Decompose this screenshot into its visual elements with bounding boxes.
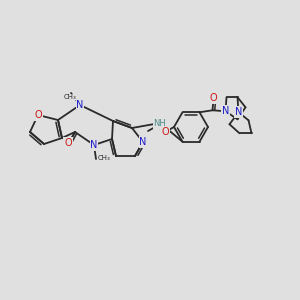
Text: N: N bbox=[90, 140, 98, 150]
Text: N: N bbox=[139, 137, 147, 147]
Text: O: O bbox=[210, 93, 217, 103]
Text: O: O bbox=[64, 138, 72, 148]
Text: N: N bbox=[76, 100, 84, 110]
Text: O: O bbox=[161, 127, 169, 137]
Text: O: O bbox=[34, 110, 42, 120]
Text: N: N bbox=[235, 107, 242, 117]
Text: CH₃: CH₃ bbox=[98, 155, 111, 161]
Text: CH₃: CH₃ bbox=[64, 94, 76, 100]
Text: N: N bbox=[222, 106, 229, 116]
Text: NH: NH bbox=[154, 119, 166, 128]
